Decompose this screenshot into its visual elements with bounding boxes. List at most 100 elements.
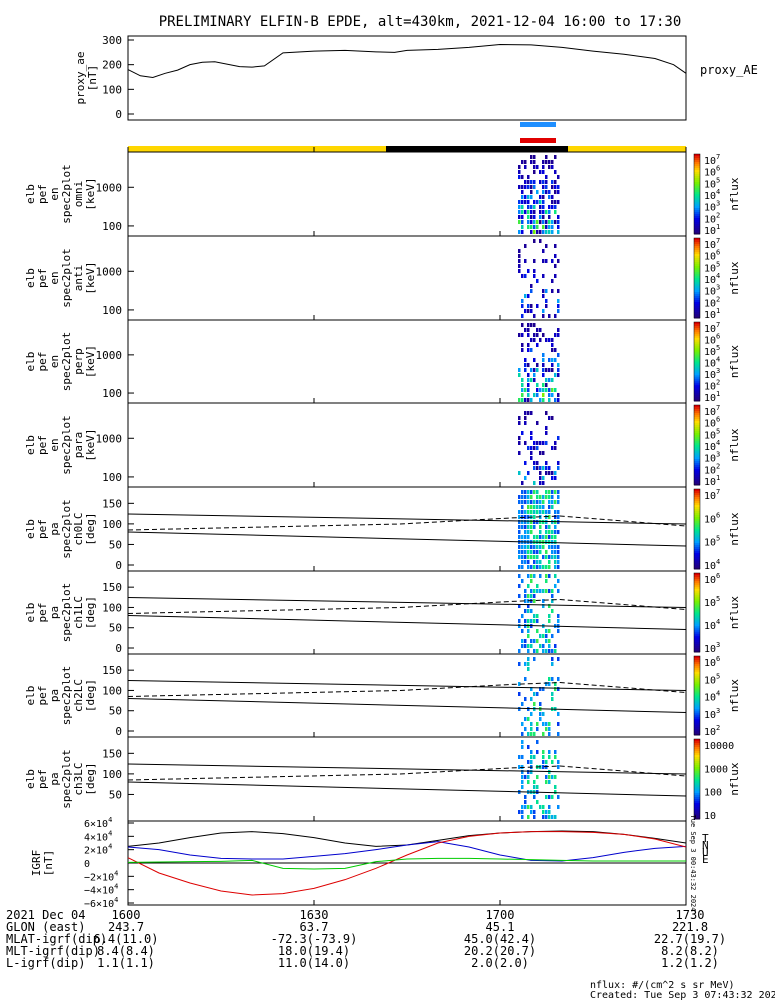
spectrogram-cell [557, 299, 560, 303]
spectrogram-cell [533, 180, 536, 184]
colorbar-step [694, 610, 700, 613]
spectrogram-cell [521, 702, 524, 706]
spectrogram-cell [533, 732, 536, 736]
colorbar-step [694, 210, 700, 213]
spectrogram-cell [521, 732, 524, 736]
spectrogram-cell [554, 550, 557, 554]
spectrogram-cell [548, 805, 551, 809]
spectrogram-cell [518, 416, 521, 420]
spectrogram-cell [536, 279, 539, 283]
spectrogram-cell [548, 510, 551, 514]
spectrogram-cell [542, 687, 545, 691]
spectrogram-cell [542, 210, 545, 214]
spectrogram-cell [542, 368, 545, 372]
spectrogram-cell [524, 599, 527, 603]
colorbar-step [694, 345, 700, 349]
colorbar-tick-label: 104 [704, 356, 720, 370]
spectrogram-cell [551, 535, 554, 539]
spectrogram-cell [518, 215, 521, 219]
y-tick-label: 0 [84, 859, 90, 870]
spectrogram-cell [545, 775, 548, 779]
spectrogram-cell [548, 535, 551, 539]
spectrogram-cell [542, 476, 545, 480]
colorbar-tick-label: 106 [704, 249, 720, 263]
spectrogram-cell [527, 378, 530, 382]
spectrogram-cell [533, 589, 536, 593]
colorbar-step [694, 409, 700, 412]
panels: 3002001000proxy_AEproxy_ae[nT]1000100107… [24, 34, 758, 911]
colorbar-step [694, 761, 700, 764]
spectrogram-cell [521, 505, 524, 509]
spectrogram-cell [548, 775, 551, 779]
colorbar-step [694, 543, 700, 546]
colorbar-step [694, 657, 700, 661]
spectrogram-cell [530, 411, 533, 415]
footer-value: 8.2(8.2) [661, 944, 719, 958]
spectrogram-cell [536, 383, 539, 387]
spectrogram-cell [551, 225, 554, 229]
spectrogram-cell [545, 259, 548, 263]
spectrogram-cell [551, 599, 554, 603]
colorbar-step [694, 527, 700, 530]
spectrogram-cell [530, 520, 533, 524]
spectrogram-cell [521, 220, 524, 224]
spectrogram-cell [533, 200, 536, 204]
colorbar-step [694, 779, 700, 782]
spectrogram-cell [545, 185, 548, 189]
spectrogram-cell [551, 775, 554, 779]
spectrogram-cell [521, 775, 524, 779]
spectrogram-cell [551, 416, 554, 420]
spectrogram-cell [554, 441, 557, 445]
spectrogram-cell [533, 555, 536, 559]
spectrogram-cell [542, 289, 545, 293]
colorbar-frame [693, 655, 701, 736]
spectrogram-cell [554, 190, 557, 194]
spectrogram-cell [527, 304, 530, 308]
spectrogram-cell [539, 717, 542, 721]
colorbar-step [694, 521, 700, 524]
spectrogram-cell [551, 505, 554, 509]
spectrogram-cell [527, 333, 530, 337]
colorbar-step [694, 379, 700, 382]
colorbar-step [694, 697, 700, 700]
spectrogram-cell [539, 550, 542, 554]
y-axis-label: elbpefenspec2plotomni[keV] [24, 164, 97, 224]
colorbar-label: nflux [728, 512, 741, 545]
colorbar-step [694, 371, 700, 374]
spectrogram-cell [533, 220, 536, 224]
spectrogram-cell [521, 225, 524, 229]
spectrogram-cell [557, 795, 560, 799]
spectrogram-cell [551, 338, 554, 342]
spectrogram-cell [542, 195, 545, 199]
spectrogram-cell [557, 393, 560, 397]
y-tick-label: 1000 [96, 265, 123, 278]
panel-ch0LC: 150 100 50 0 107 106 105 104 nflux elbpefpaspec2p… [24, 486, 741, 572]
spectrogram-cell [548, 471, 551, 475]
spectrogram-cell [524, 294, 527, 298]
spectrogram-cell [545, 190, 548, 194]
colorbar-step [694, 363, 700, 366]
spectrogram-cell [530, 304, 533, 308]
spectrogram-cell [551, 230, 554, 234]
spectrogram-cell [533, 481, 536, 485]
colorbar-step [694, 212, 700, 215]
colorbar-step [694, 501, 700, 504]
igrf-legend-N: N [702, 839, 709, 852]
spectrogram-cell [542, 358, 545, 362]
colorbar-step [694, 725, 700, 728]
igrf-legend-T: T [702, 832, 709, 845]
spectrogram-cell [530, 210, 533, 214]
spectrogram-cell [554, 314, 557, 318]
spectrogram-cell [554, 535, 557, 539]
spectrogram-cell [536, 555, 539, 559]
spectrogram-cell [545, 466, 548, 470]
colorbar-tick-label: 107 [704, 237, 720, 251]
colorbar-tick-label: 103 [704, 641, 720, 655]
spectrogram-cell [554, 155, 557, 159]
spectrogram-cell [533, 358, 536, 362]
spectrogram-cell [548, 515, 551, 519]
spectrogram-cell [554, 244, 557, 248]
spectrogram-cell [539, 195, 542, 199]
spectrogram-cell [533, 560, 536, 564]
colorbar-step [694, 262, 700, 265]
